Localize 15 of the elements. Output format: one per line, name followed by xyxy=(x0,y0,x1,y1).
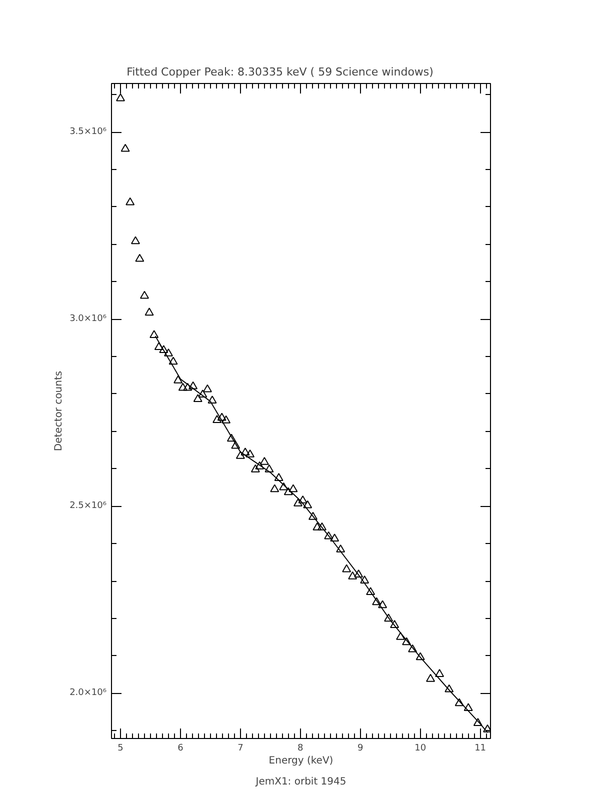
y-axis-title: Detector counts xyxy=(54,370,65,452)
text: JemX1: orbit 1945 xyxy=(254,776,346,788)
x-tick-label: 10 xyxy=(414,744,426,754)
x-tick-label: 6 xyxy=(178,744,184,754)
x-axis-title: Energy (keV) xyxy=(268,756,334,766)
x-tick-label: 9 xyxy=(358,744,364,754)
y-tick-label: 3.0×10⁶ xyxy=(70,314,107,324)
x-tick-label: 5 xyxy=(118,744,124,754)
x-tick-label: 8 xyxy=(298,744,304,754)
y-tick-label: 2.0×10⁶ xyxy=(70,688,107,698)
y-tick-label: 2.5×10⁶ xyxy=(70,501,107,512)
y-tick-label: 3.5×10⁶ xyxy=(70,127,107,138)
x-tick-label: 7 xyxy=(238,744,244,754)
x-tick-label: 11 xyxy=(474,744,486,754)
chart-title: Fitted Copper Peak: 8.30335 keV ( 59 Science windows) xyxy=(126,66,434,78)
